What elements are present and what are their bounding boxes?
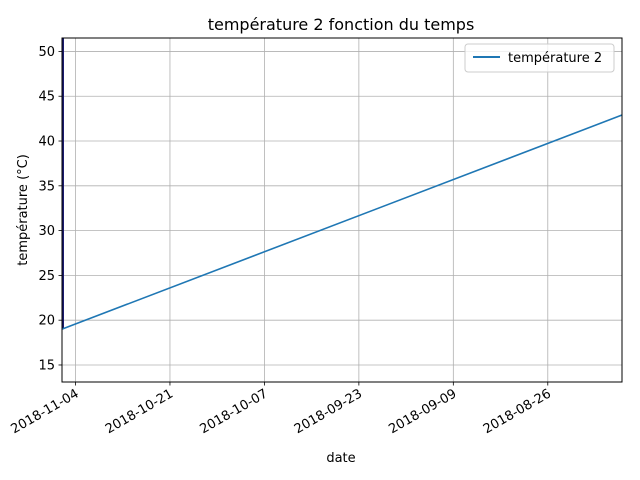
x-axis-label: date	[326, 451, 355, 466]
y-tick-label: 20	[38, 314, 55, 329]
chart-title: température 2 fonction du temps	[208, 15, 475, 34]
grid	[62, 38, 622, 382]
y-tick-label: 50	[38, 45, 55, 60]
legend-box	[464, 43, 615, 73]
plot-frame	[61, 37, 623, 383]
y-tick-label: 15	[38, 358, 55, 373]
y-tick-label: 35	[38, 179, 55, 194]
legend-label: température 2	[508, 51, 602, 66]
y-axis-ticks: 15 20 25 30 35 40 45 50	[38, 45, 62, 373]
y-tick-label: 25	[38, 269, 55, 284]
series-line	[61, 114, 623, 330]
y-tick-label: 40	[38, 135, 55, 150]
y-tick-label: 45	[38, 90, 55, 105]
series-layer	[61, 38, 623, 330]
y-tick-label: 30	[38, 224, 55, 239]
y-axis-label: température (°C)	[16, 154, 31, 266]
legend: température 2	[464, 43, 615, 73]
